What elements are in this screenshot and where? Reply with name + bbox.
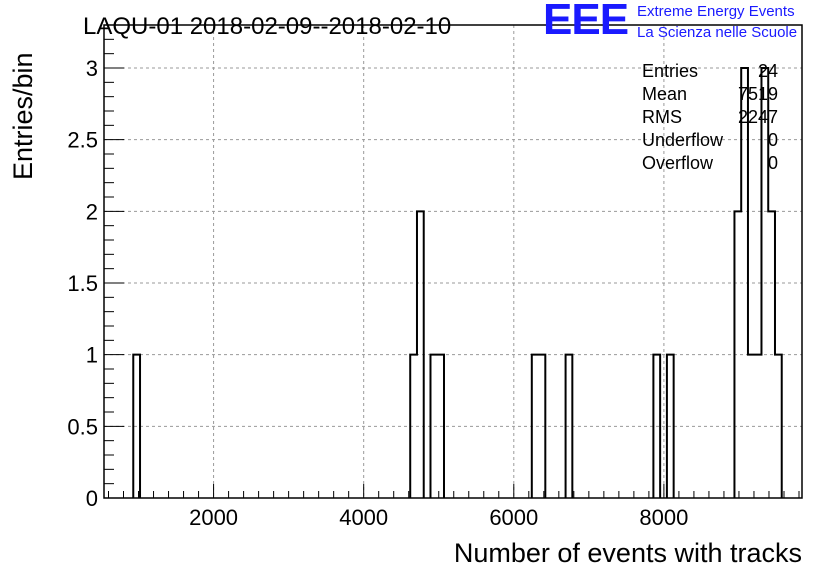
y-tick-label-6: 3 [86, 56, 98, 81]
stat-label-rms: RMS [642, 107, 682, 127]
stat-value-entries: 24 [758, 61, 778, 81]
x-axis-label: Number of events with tracks [454, 538, 802, 568]
y-axis-label: Entries/bin [8, 52, 38, 180]
x-tick-label-3: 8000 [639, 505, 688, 530]
stat-value-mean: 7519 [738, 84, 778, 104]
x-tick-labels: 2000 4000 6000 8000 [189, 505, 688, 530]
x-tick-label-0: 2000 [189, 505, 238, 530]
x-tick-label-2: 6000 [489, 505, 538, 530]
stat-label-entries: Entries [642, 61, 698, 81]
x-tick-label-1: 4000 [339, 505, 388, 530]
stat-label-overflow: Overflow [642, 153, 714, 173]
logo-line-2: La Scienza nelle Scuole [637, 24, 798, 41]
stat-value-rms: 2247 [738, 107, 778, 127]
stat-label-mean: Mean [642, 84, 687, 104]
grid [104, 25, 802, 498]
stat-value-underflow: 0 [768, 130, 778, 150]
histogram-outline [132, 67, 783, 498]
y-tick-label-5: 2.5 [67, 128, 98, 153]
stats-box: Entries 24 Mean 7519 RMS 2247 Underflow 0 Overfl… [642, 61, 778, 173]
y-tick-label-4: 2 [86, 199, 98, 224]
y-tick-label-3: 1.5 [67, 271, 98, 296]
stat-value-overflow: 0 [768, 153, 778, 173]
y-tick-label-0: 0 [86, 486, 98, 511]
eee-logo-letters: EEE [543, 0, 629, 44]
chart-title: LAQU-01 2018-02-09--2018-02-10 [83, 13, 451, 40]
logo-line-1: Extreme Energy Events [637, 3, 795, 20]
y-tick-label-1: 0.5 [67, 414, 98, 439]
y-tick-label-2: 1 [86, 343, 98, 368]
plot-frame [103, 24, 803, 499]
stat-label-underflow: Underflow [642, 130, 724, 150]
axis-ticks [104, 38, 800, 498]
y-tick-labels: 0 0.5 1 1.5 2 2.5 3 [67, 56, 98, 511]
